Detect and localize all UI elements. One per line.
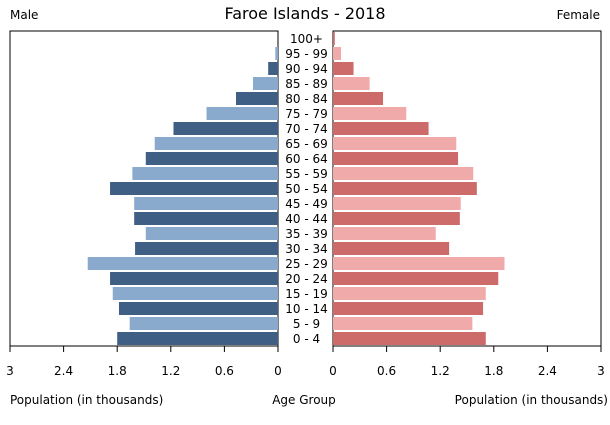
male-side-label: Male (10, 8, 39, 22)
x-axis-label-center: Age Group (272, 393, 336, 407)
female-bar (333, 212, 460, 225)
age-group-label: 5 - 9 (293, 317, 320, 331)
age-group-label: 60 - 64 (285, 152, 328, 166)
male-bar (275, 47, 278, 60)
age-group-label: 100+ (290, 32, 323, 46)
x-axis-label-left: Population (in thousands) (10, 393, 164, 407)
male-bar (118, 302, 278, 315)
female-bar (333, 152, 459, 165)
age-group-label: 95 - 99 (285, 47, 328, 61)
male-bar (134, 197, 278, 210)
female-bar (333, 257, 505, 270)
female-side-label: Female (556, 8, 600, 22)
male-bar (145, 227, 278, 240)
male-bar (268, 62, 278, 75)
male-bar (117, 332, 278, 345)
female-bar (333, 32, 335, 45)
female-bar (333, 302, 484, 315)
x-axis-label-right: Population (in thousands) (454, 393, 608, 407)
male-x-tick-label: 3 (6, 364, 14, 378)
female-x-tick-label: 0 (329, 364, 337, 378)
male-x-tick-label: 2.4 (54, 364, 73, 378)
female-bar (333, 197, 461, 210)
female-x-tick-label: 2.4 (538, 364, 557, 378)
male-bar (129, 317, 278, 330)
male-bar (87, 257, 278, 270)
male-bar (236, 92, 278, 105)
male-bar (252, 77, 278, 90)
age-group-label: 25 - 29 (285, 257, 328, 271)
female-bar (333, 92, 384, 105)
age-group-label: 0 - 4 (293, 332, 320, 346)
male-bar (145, 152, 278, 165)
male-bar (173, 122, 278, 135)
age-group-label: 70 - 74 (285, 122, 328, 136)
female-bar (333, 62, 354, 75)
age-group-label: 90 - 94 (285, 62, 328, 76)
female-x-tick-label: 0.6 (377, 364, 396, 378)
female-bar (333, 272, 499, 285)
male-bar (134, 212, 278, 225)
female-x-tick-label: 3 (597, 364, 605, 378)
male-bar (154, 137, 278, 150)
age-group-label: 85 - 89 (285, 77, 328, 91)
female-bar (333, 242, 450, 255)
male-x-tick-label: 1.2 (161, 364, 180, 378)
age-group-label: 75 - 79 (285, 107, 328, 121)
male-bar (110, 182, 278, 195)
female-bar (333, 107, 407, 120)
female-bar (333, 47, 342, 60)
female-x-tick-label: 1.8 (484, 364, 503, 378)
male-bar (112, 287, 278, 300)
male-bar (110, 272, 278, 285)
female-bar (333, 227, 436, 240)
female-bar (333, 317, 473, 330)
age-group-label: 10 - 14 (285, 302, 328, 316)
female-bar (333, 137, 457, 150)
age-group-label: 80 - 84 (285, 92, 328, 106)
female-x-tick-label: 1.2 (431, 364, 450, 378)
age-group-label: 55 - 59 (285, 167, 328, 181)
male-bar (206, 107, 278, 120)
age-group-label: 30 - 34 (285, 242, 328, 256)
age-group-label: 50 - 54 (285, 182, 328, 196)
female-bar (333, 182, 477, 195)
female-bar (333, 287, 486, 300)
age-group-label: 40 - 44 (285, 212, 328, 226)
female-bar (333, 122, 429, 135)
chart-title: Faroe Islands - 2018 (224, 4, 386, 23)
age-group-label: 45 - 49 (285, 197, 328, 211)
female-bar (333, 167, 474, 180)
male-bar (135, 242, 278, 255)
female-bar (333, 332, 486, 345)
age-group-label: 15 - 19 (285, 287, 328, 301)
age-group-label: 65 - 69 (285, 137, 328, 151)
male-bar (132, 167, 278, 180)
female-bar (333, 77, 370, 90)
age-group-label: 35 - 39 (285, 227, 328, 241)
age-group-label: 20 - 24 (285, 272, 328, 286)
male-x-tick-label: 0 (274, 364, 282, 378)
male-x-tick-label: 0.6 (215, 364, 234, 378)
male-x-tick-label: 1.8 (108, 364, 127, 378)
